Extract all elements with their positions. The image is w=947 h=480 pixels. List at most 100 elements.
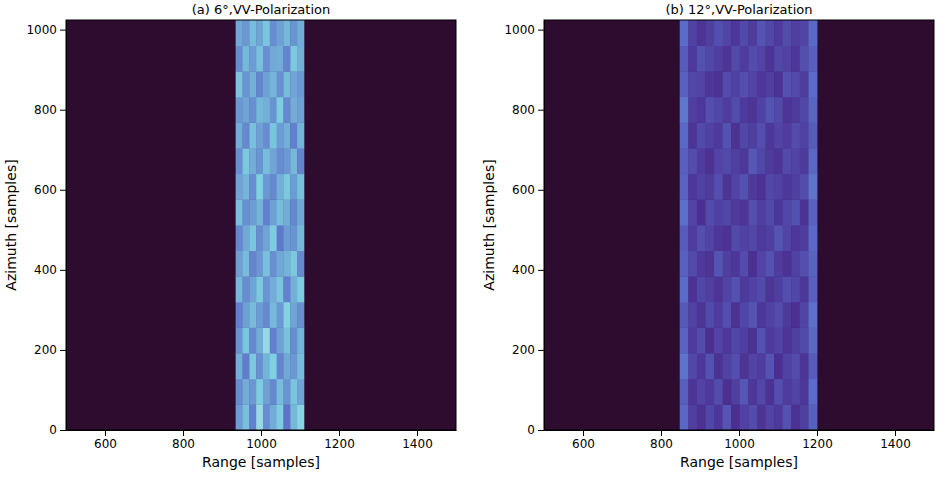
y-tick: 1000 [26,23,66,37]
cell [740,46,749,72]
cell [740,276,749,302]
cell [731,276,740,302]
cell [680,276,689,302]
cell [774,123,783,149]
cell [791,71,800,97]
cell [731,225,740,251]
cell [714,404,723,430]
cell [297,199,304,225]
frame [66,20,456,430]
cell [757,97,766,123]
cell [688,123,697,149]
cell [714,71,723,97]
cell [290,404,297,430]
y-tick-label: 0 [49,423,57,437]
cell [783,97,792,123]
cell [791,174,800,200]
cell [740,328,749,354]
y-tick-label: 400 [512,263,535,277]
cell [757,328,766,354]
cell [680,148,689,174]
cell [270,328,277,354]
cell [242,97,249,123]
y-tick-mark [60,430,66,431]
y-axis: 02004006008001000 [26,21,66,438]
cell [774,174,783,200]
y-tick: 800 [34,103,66,117]
cell [270,302,277,328]
cell [256,123,263,149]
cell [740,20,749,46]
y-tick: 600 [512,183,544,197]
cell [714,123,723,149]
cell [705,353,714,379]
cell [705,328,714,354]
cell [697,199,706,225]
x-tick-mark [261,430,262,436]
cell [705,148,714,174]
cell [283,199,290,225]
cell [723,71,732,97]
cell [748,353,757,379]
cell [277,20,284,46]
cell [697,46,706,72]
cell [774,71,783,97]
cell [800,251,809,277]
cell [731,379,740,405]
cell [688,97,697,123]
cell [680,379,689,405]
y-tick-mark [538,350,544,351]
x-tick-mark [661,430,662,436]
cell [766,46,775,72]
cell [748,46,757,72]
cell [731,404,740,430]
cell [714,328,723,354]
cell [263,199,270,225]
cell [808,276,817,302]
cell [263,174,270,200]
cell [723,225,732,251]
cell [256,199,263,225]
cell [757,225,766,251]
cell [242,225,249,251]
cell [783,251,792,277]
cell [249,379,256,405]
cell [277,379,284,405]
cell [774,46,783,72]
cell [748,199,757,225]
x-tick-label: 1000 [246,437,277,451]
cell [283,353,290,379]
cell [774,404,783,430]
y-tick-label: 200 [512,343,535,357]
cell [791,379,800,405]
cell [263,379,270,405]
cell [740,225,749,251]
cell [723,148,732,174]
cell [766,302,775,328]
cell [263,225,270,251]
cell [256,225,263,251]
cell [766,174,775,200]
x-tick: 1000 [246,430,277,451]
y-tick: 400 [34,263,66,277]
cell [290,97,297,123]
x-tick: 1000 [724,430,755,451]
cell [740,123,749,149]
cell [714,353,723,379]
x-tick-label: 800 [172,437,195,451]
cell [242,404,249,430]
cell [297,302,304,328]
cell [242,302,249,328]
cell [270,199,277,225]
cell [270,46,277,72]
cell [236,174,243,200]
x-tick-label: 1400 [402,437,433,451]
cell [791,328,800,354]
cell [766,404,775,430]
cell [705,46,714,72]
cell [723,276,732,302]
cell [688,302,697,328]
cell [249,404,256,430]
cell [263,404,270,430]
cell [283,225,290,251]
